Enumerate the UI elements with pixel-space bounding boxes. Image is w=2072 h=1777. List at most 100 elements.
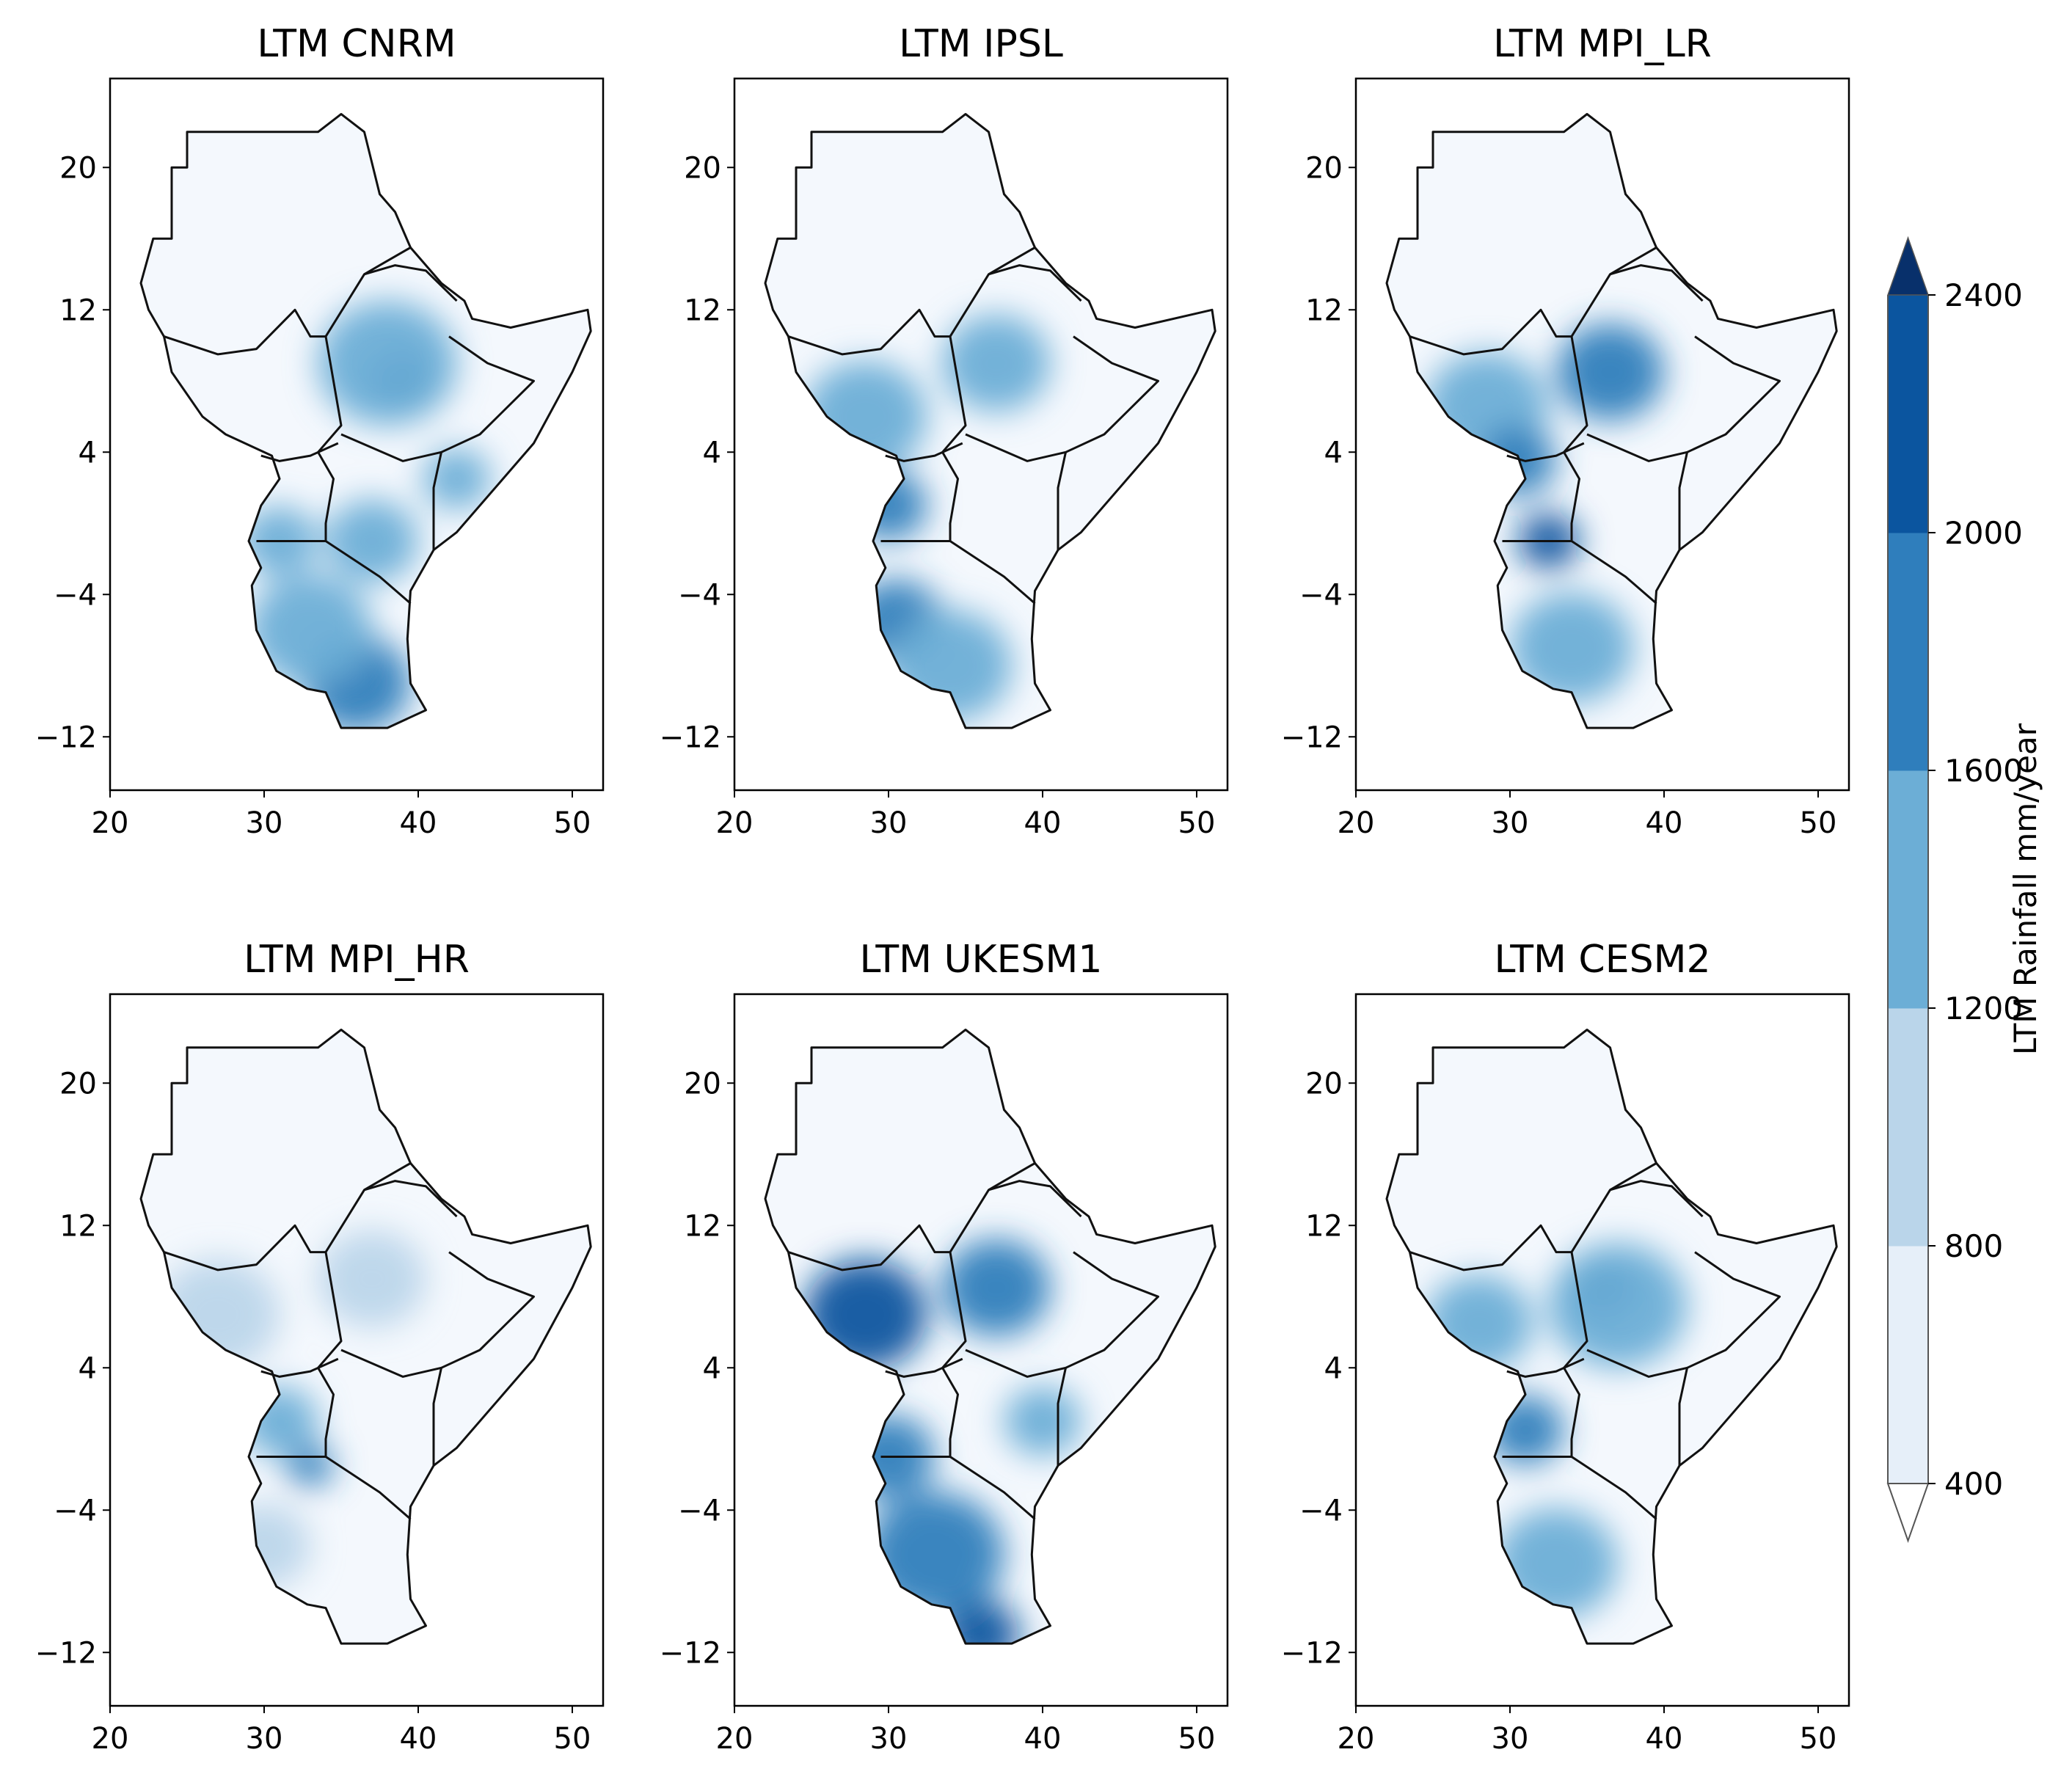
y-tick-label: 12: [59, 293, 97, 327]
x-tick-label: 20: [92, 1722, 129, 1756]
x-tick-label: 30: [246, 1722, 283, 1756]
country-border: [1502, 540, 1657, 605]
country-border: [1610, 264, 1704, 302]
colorbar-tick-label: 2000: [1944, 515, 2023, 551]
rainfall-blob: [942, 314, 1051, 412]
country-border: [340, 335, 535, 462]
country-border: [317, 1367, 335, 1457]
country-border: [324, 247, 412, 337]
country-border: [364, 264, 458, 302]
panel-title: LTM MPI_HR: [244, 938, 470, 982]
y-tick-label: 4: [1324, 1351, 1343, 1385]
y-tick-label: −12: [1281, 720, 1343, 754]
rainfall-blob: [1548, 1243, 1688, 1368]
x-tick-label: 50: [1178, 806, 1216, 840]
x-tick-label: 40: [400, 1722, 437, 1756]
colorbar-extend-max: [1886, 236, 1930, 296]
y-tick-label: 4: [79, 1351, 97, 1385]
y-tick-label: 12: [59, 1209, 97, 1243]
country-border: [1678, 451, 1688, 550]
land-fill: [1387, 114, 1837, 729]
country-border: [941, 451, 959, 541]
y-tick-label: −4: [54, 578, 97, 612]
coastline: [139, 113, 592, 729]
rainfall-blob: [1556, 323, 1664, 421]
country-border: [324, 1162, 412, 1253]
y-tick-label: 20: [59, 151, 97, 185]
country-border: [885, 1357, 963, 1378]
rainfall-blob: [287, 1445, 334, 1486]
x-tick-label: 30: [1492, 1722, 1529, 1756]
land-fill: [141, 1029, 591, 1644]
panel-title: LTM CESM2: [1494, 938, 1710, 982]
country-border: [949, 1162, 1036, 1253]
colorbar-label: LTM Rainfall mm/year: [2007, 723, 2043, 1055]
y-tick-label: −4: [1299, 578, 1343, 612]
colorbar-segment: [1888, 1008, 1928, 1247]
country-border: [941, 1367, 959, 1457]
y-tick-label: −12: [660, 1636, 721, 1670]
rainfall-blob: [326, 499, 418, 583]
country-border: [949, 247, 1036, 337]
country-border: [988, 264, 1082, 302]
country-border: [988, 1180, 1082, 1218]
x-tick-label: 40: [1024, 1722, 1062, 1756]
y-tick-label: 20: [59, 1067, 97, 1101]
country-border: [1409, 1224, 1588, 1369]
country-border: [432, 451, 442, 550]
x-tick-label: 30: [246, 806, 283, 840]
x-tick-label: 30: [870, 806, 908, 840]
country-border: [1502, 1456, 1657, 1520]
country-border: [1586, 335, 1781, 462]
y-tick-label: −4: [678, 578, 721, 612]
x-tick-label: 40: [1646, 1722, 1683, 1756]
colorbar-tick-label: 1600: [1944, 753, 2023, 789]
panel-title: LTM CNRM: [257, 22, 456, 66]
rainfall-blob: [942, 1238, 1051, 1337]
y-tick-label: 20: [1305, 151, 1343, 185]
y-tick-label: 20: [1305, 1067, 1343, 1101]
rainfall-blob: [318, 300, 457, 426]
x-tick-label: 50: [554, 1722, 591, 1756]
y-tick-label: 20: [684, 1067, 721, 1101]
y-tick-label: −4: [54, 1494, 97, 1528]
x-tick-label: 20: [716, 1722, 754, 1756]
colorbar-segment: [1888, 770, 1928, 1009]
country-border: [965, 335, 1159, 462]
country-border: [1563, 451, 1580, 541]
colorbar-tick-label: 2400: [1944, 277, 2023, 313]
rainfall-blob: [942, 1599, 1020, 1644]
y-tick-label: 12: [684, 293, 721, 327]
colorbar-segment: [1888, 295, 1928, 533]
y-tick-label: −12: [35, 720, 97, 754]
panel-title: LTM IPSL: [899, 22, 1063, 66]
map-panel: LTM IPSL 20 30 40 50 20 12 4 −4 −12: [660, 22, 1229, 840]
map-panel: LTM MPI_LR 20 30 40 50 20 12 4 −4 −12: [1281, 22, 1850, 840]
y-tick-label: 20: [684, 151, 721, 185]
x-tick-label: 20: [1338, 806, 1375, 840]
country-border: [364, 1180, 458, 1218]
rainfall-blob: [249, 574, 372, 686]
country-border: [260, 1357, 339, 1378]
x-tick-label: 50: [1800, 806, 1837, 840]
y-tick-label: 12: [1305, 1209, 1343, 1243]
country-border: [1506, 442, 1585, 462]
x-tick-label: 30: [870, 1722, 908, 1756]
country-border: [880, 1456, 1036, 1520]
x-tick-label: 50: [1800, 1722, 1837, 1756]
country-border: [1409, 308, 1588, 453]
y-tick-label: 4: [703, 1351, 721, 1385]
x-tick-label: 40: [1024, 806, 1062, 840]
map-panel: LTM CESM2 20 30 40 50 20 12 4 −4 −12: [1281, 938, 1850, 1756]
colorbar-tick-label: 1200: [1944, 990, 2023, 1026]
country-border: [1057, 1367, 1067, 1466]
coastline: [764, 113, 1216, 729]
x-tick-label: 50: [554, 806, 591, 840]
rainfall-blob: [318, 1230, 426, 1328]
x-tick-label: 30: [1492, 806, 1529, 840]
map-panel: LTM UKESM1 20 30 40 50 20 12 4 −4 −12: [660, 938, 1229, 1756]
y-tick-label: −12: [1281, 1636, 1343, 1670]
x-tick-label: 20: [1338, 1722, 1375, 1756]
y-tick-label: 4: [1324, 436, 1343, 470]
